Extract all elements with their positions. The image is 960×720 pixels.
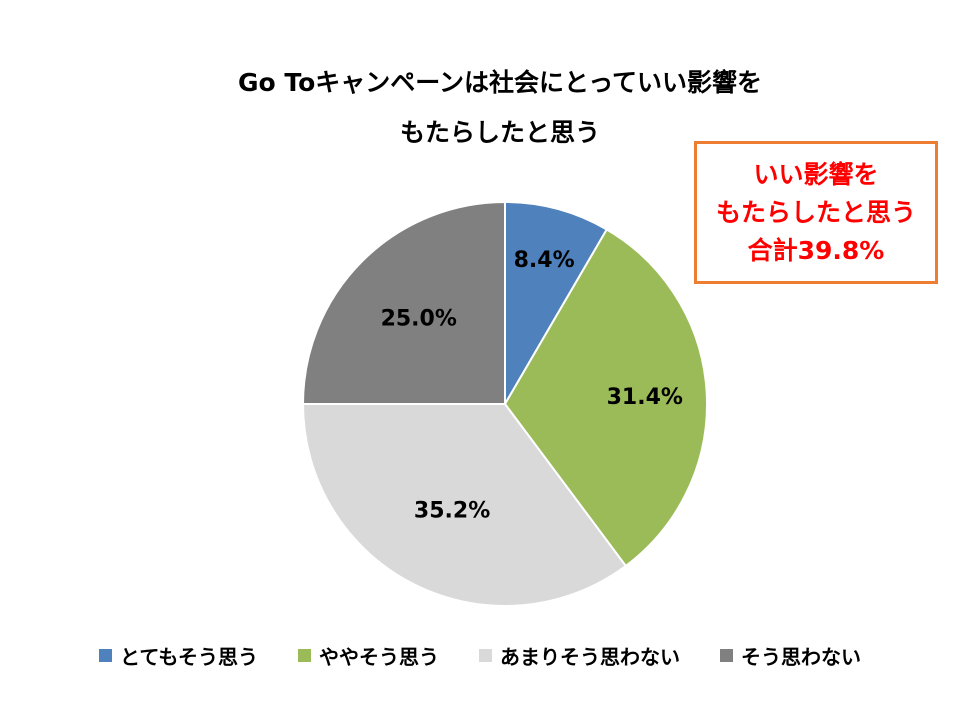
pie-slice-4 (301, 200, 506, 405)
callout-line-2: もたらしたと思う (715, 197, 916, 227)
slice-data-label-2: 31.4% (607, 385, 683, 410)
chart-title-line-2: もたらしたと思う (399, 118, 600, 147)
legend-label-1: とてもそう思う (120, 644, 258, 669)
legend-item-1: とてもそう思う (99, 641, 258, 670)
legend-item-3: あまりそう思わない (479, 641, 680, 670)
slice-data-label-4: 25.0% (381, 307, 457, 332)
chart-title-line-1: Go Toキャンペーンは社会にとっていい影響を (237, 68, 763, 97)
chart-legend: とてもそう思う ややそう思う あまりそう思わない そう思わない (60, 638, 900, 672)
callout-line-1: いい影響を (753, 159, 879, 189)
slice-data-label-1: 8.4% (514, 248, 575, 273)
legend-swatch-3 (479, 648, 492, 662)
legend-label-2: ややそう思う (319, 644, 439, 669)
legend-label-4: そう思わない (741, 644, 861, 669)
chart-title: Go Toキャンペーンは社会にとっていい影響を もたらしたと思う (110, 58, 890, 158)
pie-slice-1 (504, 200, 609, 408)
legend-label-3: あまりそう思わない (500, 644, 680, 669)
legend-swatch-2 (298, 648, 311, 662)
summary-callout-box: いい影響を もたらしたと思う 合計39.8% (694, 141, 938, 284)
slice-data-label-3: 35.2% (414, 498, 490, 523)
callout-line-3: 合計39.8% (747, 235, 885, 265)
legend-item-4: そう思わない (720, 641, 861, 670)
legend-item-2: ややそう思う (298, 641, 439, 670)
pie-slice-3 (301, 403, 628, 608)
legend-swatch-1 (99, 648, 112, 662)
legend-swatch-4 (720, 648, 733, 662)
pie-slice-2 (503, 228, 709, 568)
